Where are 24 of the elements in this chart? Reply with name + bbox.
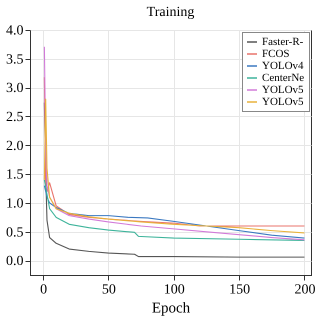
line-series	[44, 98, 306, 234]
x-tick-label: 0	[40, 282, 48, 298]
x-tick-label: 150	[229, 282, 250, 298]
y-tick-label: 4.0	[6, 24, 24, 38]
legend-label: YOLOv5	[262, 84, 304, 96]
x-axis-title: Epoch	[152, 300, 191, 316]
x-tick-label: 50	[102, 282, 116, 298]
y-tick-label: 0.0	[6, 254, 24, 270]
y-tick-label: 1.0	[6, 196, 24, 212]
chart-title: Training	[146, 5, 194, 20]
x-tick-label: 100	[164, 282, 185, 298]
legend-label: Faster-R-	[262, 36, 304, 48]
y-tick-label: 3.0	[6, 81, 24, 96]
y-tick-label: 2.0	[6, 138, 24, 154]
y-tick-label: 0.5	[6, 225, 24, 240]
legend-label: FCOS	[262, 48, 290, 60]
y-tick-label: 2.5	[6, 110, 24, 125]
x-tick-label: 200	[294, 282, 316, 298]
line-series	[44, 46, 306, 240]
legend-label: CenterNe	[262, 72, 304, 84]
legend-label: YOLOv4	[262, 60, 304, 72]
y-tick-label: 3.5	[6, 52, 24, 68]
y-tick-label: 1.5	[6, 168, 24, 183]
legend-label: YOLOv5	[262, 96, 304, 108]
